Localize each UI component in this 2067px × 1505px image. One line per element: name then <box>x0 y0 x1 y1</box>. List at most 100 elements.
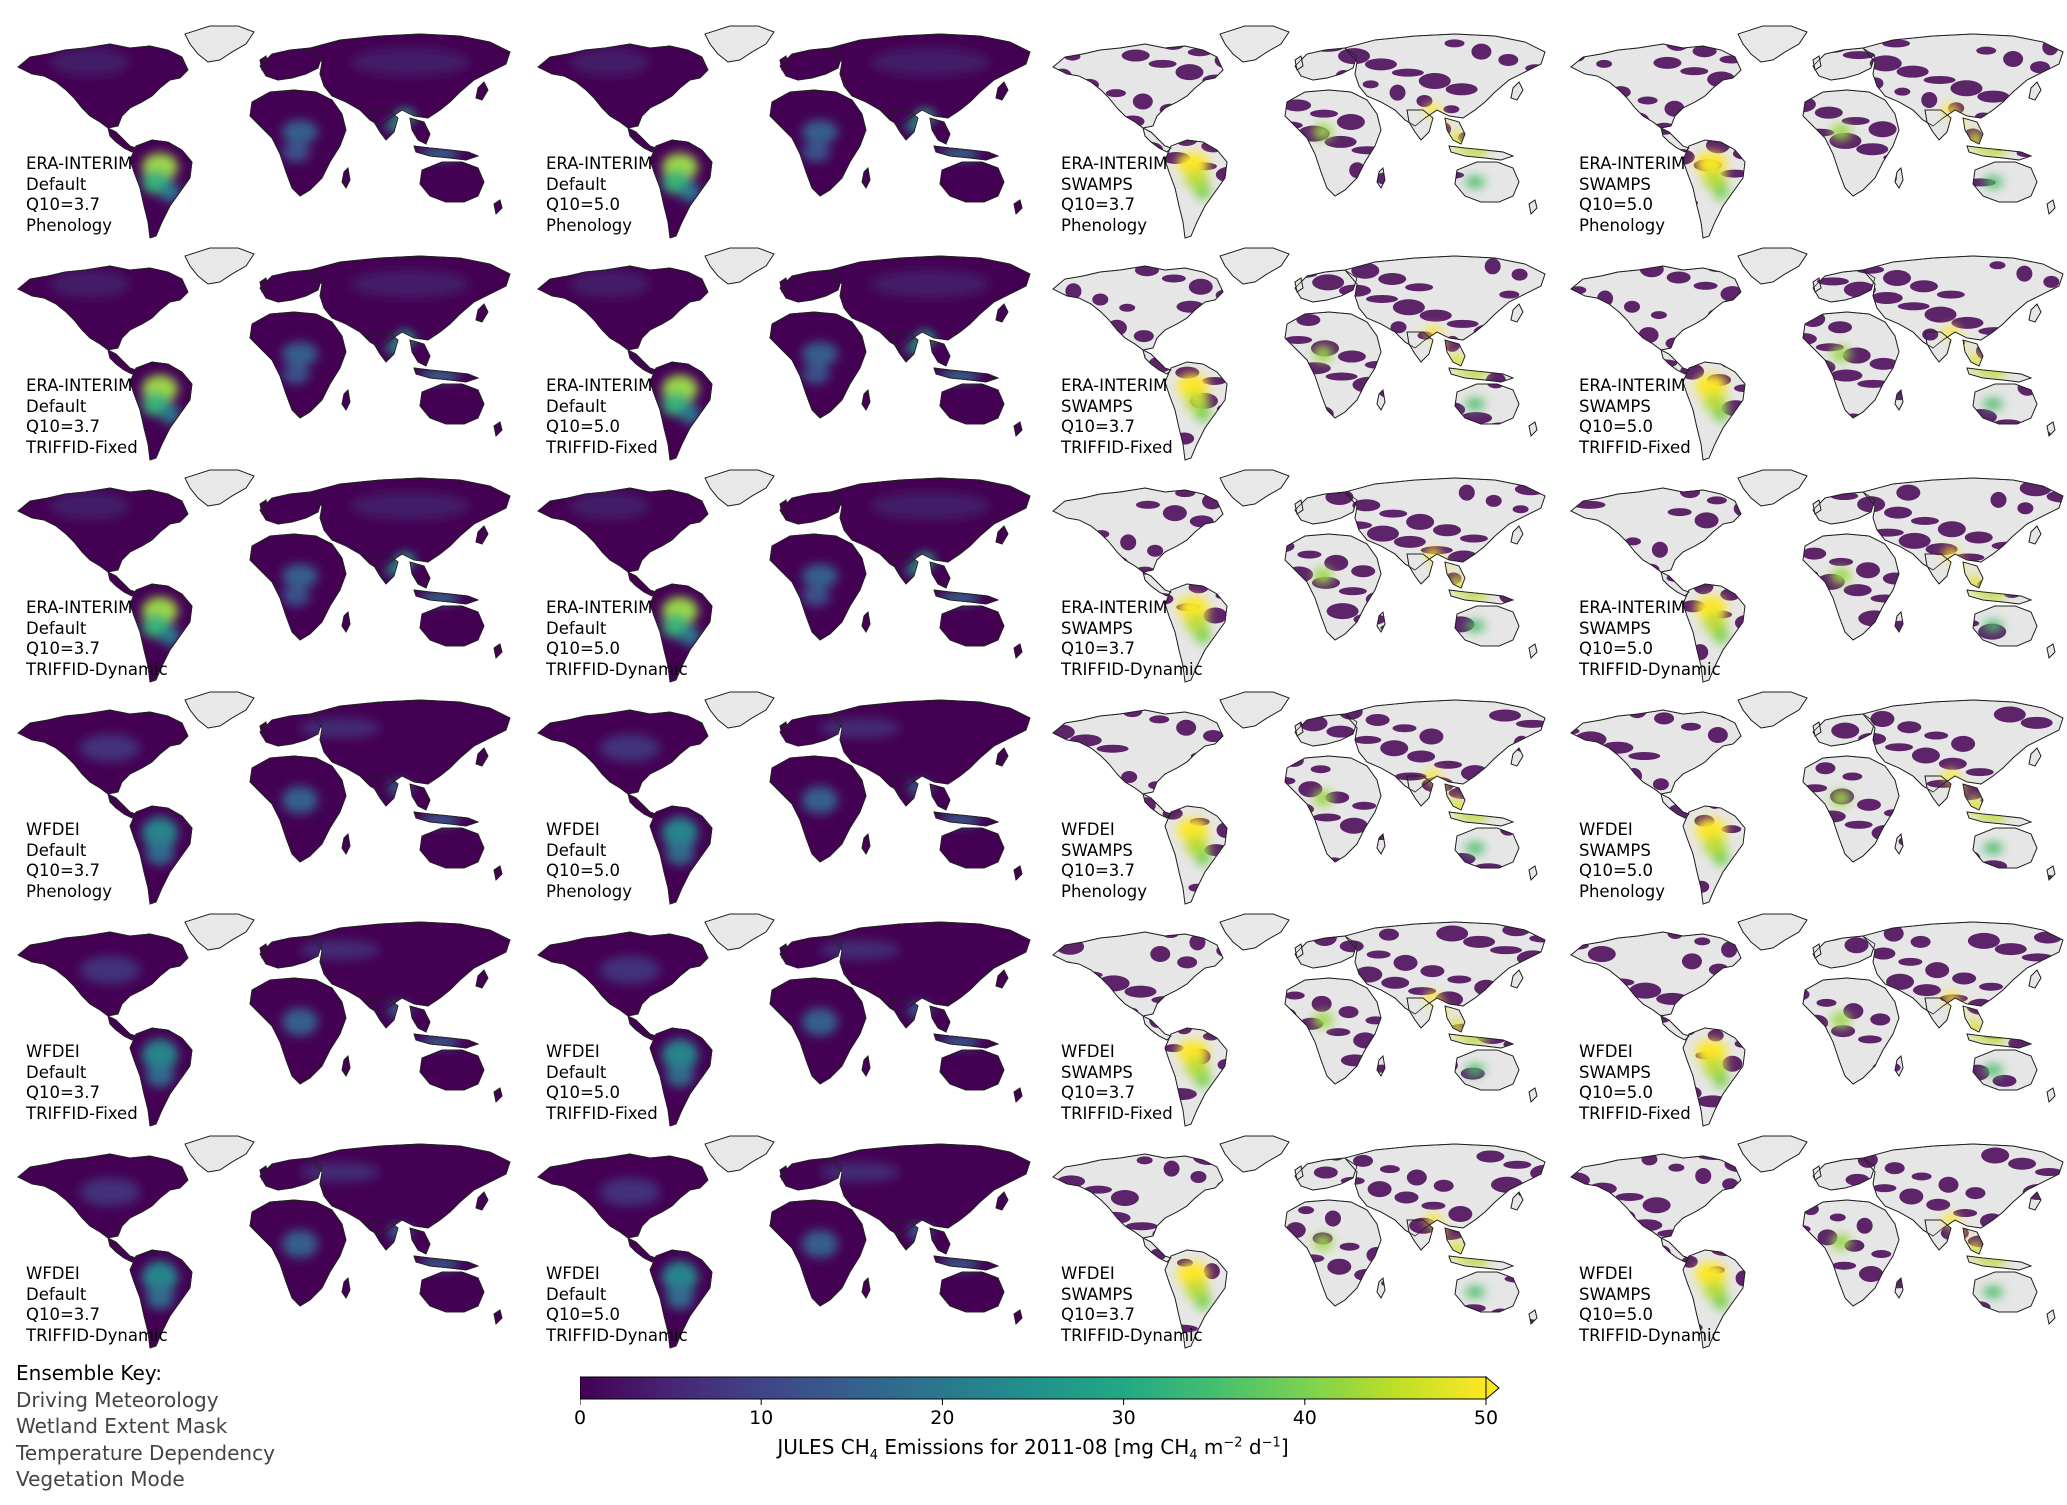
emission-hotspot <box>80 956 140 984</box>
wetland-patch <box>1654 1245 1671 1262</box>
wetland-patch <box>1736 1204 1757 1221</box>
coastline <box>1962 783 1984 811</box>
wetland-patch <box>1776 773 1801 786</box>
wetland-patch <box>1053 1263 1072 1272</box>
wetland-patch <box>1381 976 1410 989</box>
wetland-patch <box>1502 1226 1527 1235</box>
world-map <box>537 913 1031 1127</box>
wetland-patch <box>1571 1194 1582 1207</box>
coastline <box>995 81 1009 101</box>
wetland-patch <box>1079 611 1096 628</box>
wetland-patch <box>1630 1219 1663 1232</box>
emission-hotspot <box>300 940 380 960</box>
wetland-patch <box>1189 934 1206 951</box>
coastline <box>649 805 713 905</box>
wetland-patch <box>1258 858 1283 875</box>
wetland-patch <box>1405 160 1438 173</box>
wetland-patch <box>1094 341 1119 354</box>
coastline <box>829 255 1031 349</box>
wetland-patch <box>1338 1006 1359 1019</box>
coastline <box>1284 311 1382 419</box>
emission-hotspot <box>388 780 412 796</box>
wetland-patch <box>1339 940 1364 953</box>
coastline <box>929 783 951 811</box>
wetland-patch <box>2001 116 2018 133</box>
world-map <box>537 469 1031 683</box>
coastline <box>2046 643 2056 659</box>
emission-hotspot <box>662 1261 698 1293</box>
wetland-patch <box>2044 390 2063 403</box>
coastline <box>419 605 485 647</box>
map-panel: WFDEI SWAMPS Q10=5.0 TRIFFID-Dynamic <box>1563 1132 2064 1350</box>
map-panel: WFDEI Default Q10=3.7 TRIFFID-Dynamic <box>10 1132 511 1350</box>
wetland-patch <box>1445 83 1478 96</box>
wetland-patch <box>1338 703 1363 720</box>
wetland-patch <box>1953 1209 1978 1218</box>
wetland-patch <box>1513 735 1530 752</box>
emission-hotspot <box>146 841 174 865</box>
wetland-patch <box>1776 651 1805 668</box>
wetland-patch <box>1760 388 1785 405</box>
wetland-patch <box>1937 404 1970 413</box>
emission-hotspot <box>570 492 650 520</box>
wetland-patch <box>1829 1213 1846 1222</box>
coastline <box>341 167 351 189</box>
wetland-patch <box>1910 935 1931 948</box>
greenland-region <box>1737 913 1808 951</box>
coastline <box>1812 269 1876 303</box>
wetland-patch <box>2030 61 2051 74</box>
wetland-patch <box>1420 965 1445 978</box>
wetland-patch <box>1121 352 1146 361</box>
coastline <box>413 589 480 605</box>
wetland-patch <box>1364 58 1397 71</box>
coastline <box>939 383 1005 425</box>
wetland-patch <box>1497 119 1514 132</box>
wetland-patch <box>1787 521 1808 530</box>
wetland-patch <box>1510 212 1527 228</box>
emission-hotspot <box>300 1162 380 1182</box>
wetland-patch <box>1310 765 1331 774</box>
coastline <box>1570 931 1742 1017</box>
coastline <box>184 913 255 951</box>
wetland-patch <box>1870 1013 1891 1026</box>
wetland-patch <box>1053 156 1059 169</box>
wetland-patch <box>1242 595 1263 612</box>
wetland-patch <box>1107 858 1124 867</box>
wetland-patch <box>1653 655 1674 672</box>
coastline <box>17 487 189 573</box>
coastline <box>1962 117 1984 145</box>
coastline <box>341 389 351 411</box>
wetland-patch <box>2020 716 2053 729</box>
emission-hotspot <box>1713 850 1729 866</box>
coastline <box>1972 1271 2038 1313</box>
wetland-patch <box>1435 874 1468 883</box>
coastline <box>1812 935 1876 969</box>
wetland-patch <box>1391 365 1420 382</box>
coastline <box>1344 921 1546 1015</box>
greenland-region <box>1219 691 1290 729</box>
wetland-patch <box>1868 121 1897 138</box>
wetland-patch <box>1921 91 1938 108</box>
wetland-patch <box>1053 724 1075 741</box>
wetland-patch <box>1585 549 1606 558</box>
wetland-patch <box>1135 141 1164 158</box>
wetland-patch <box>1992 655 2025 664</box>
wetland-patch <box>1444 39 1465 48</box>
emission-hotspot <box>908 780 932 796</box>
wetland-patch <box>1108 433 1133 450</box>
world-map <box>1570 25 2064 239</box>
wetland-patch <box>1691 111 1712 124</box>
wetland-patch <box>1640 800 1661 809</box>
emission-hotspot <box>1695 1040 1727 1064</box>
wetland-patch <box>1829 1090 1850 1103</box>
wetland-patch <box>1393 535 1426 548</box>
wetland-patch <box>1855 864 1876 877</box>
coastline <box>1052 265 1224 351</box>
land-region <box>1142 571 1172 597</box>
wetland-patch <box>1680 1019 1697 1036</box>
wetland-patch <box>2007 804 2040 813</box>
wetland-patch <box>1964 409 1997 426</box>
wetland-patch <box>1108 1089 1125 1106</box>
wetland-patch <box>1922 328 1939 341</box>
wetland-patch <box>1856 143 1889 156</box>
